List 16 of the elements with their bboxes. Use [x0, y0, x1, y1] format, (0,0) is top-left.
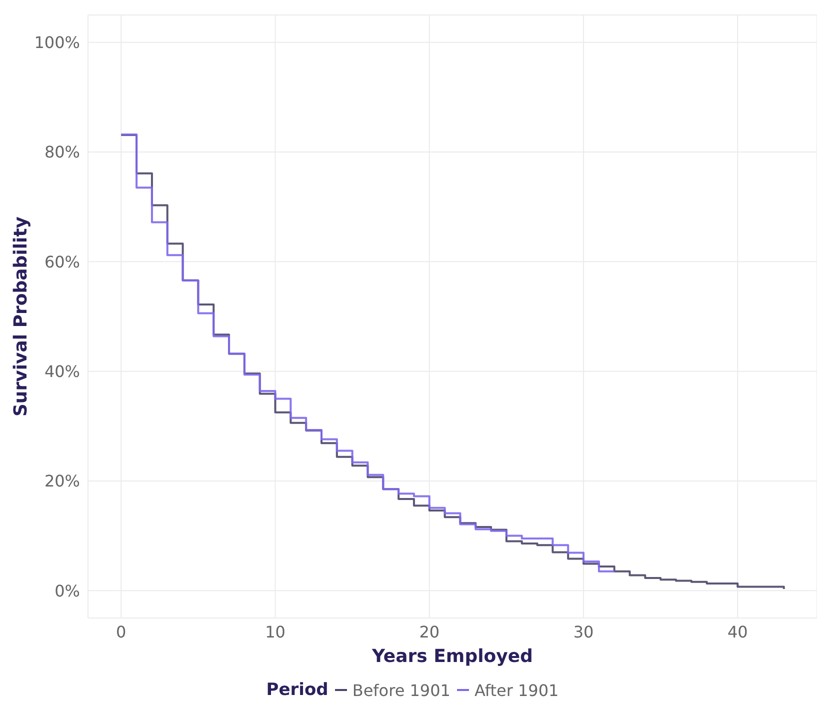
x-tick-label: 30: [573, 622, 594, 642]
y-tick-label: 40%: [44, 362, 80, 381]
y-tick-label: 100%: [34, 33, 80, 52]
legend-label: Before 1901: [352, 680, 450, 700]
x-tick-label: 20: [419, 622, 440, 642]
x-tick-label: 0: [116, 622, 126, 642]
legend-label: After 1901: [474, 680, 559, 700]
x-axis-title: Years Employed: [371, 646, 533, 667]
y-axis-title: Survival Probability: [10, 216, 32, 417]
x-tick-label: 40: [727, 622, 748, 642]
x-tick-label: 10: [265, 622, 286, 642]
y-tick-label: 60%: [44, 252, 80, 272]
legend-title: Period: [266, 680, 328, 700]
y-tick-label: 20%: [44, 472, 80, 491]
y-tick-label: 80%: [44, 142, 80, 162]
y-tick-label: 0%: [54, 581, 80, 600]
